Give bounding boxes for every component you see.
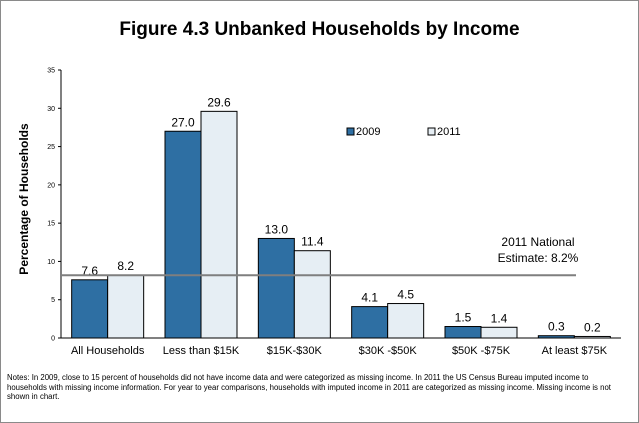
x-category-label: Less than $15K: [163, 345, 240, 357]
legend-swatch-2011: [427, 127, 436, 136]
chart-title: Figure 4.3 Unbanked Households by Income: [119, 19, 520, 40]
y-axis: 0 5 10 15 20 25 30 35: [47, 68, 62, 343]
bar-2009: [351, 306, 389, 339]
y-tick-label: 15: [47, 221, 55, 228]
data-label: 8.2: [117, 259, 134, 273]
bar-2011: [480, 326, 518, 339]
bar-2009: [444, 326, 482, 339]
data-label: 1.5: [455, 311, 472, 325]
x-axis: All Households Less than $15K $15K-$30K $30…: [61, 337, 621, 357]
data-label: 0.2: [584, 320, 601, 334]
data-label: 27.0: [171, 115, 195, 129]
bar-2011: [200, 110, 238, 339]
data-label: 4.1: [361, 291, 378, 305]
bar-2011: [293, 250, 331, 339]
reference-label-line2: Estimate: 8.2%: [498, 251, 579, 265]
y-tick-label: 25: [47, 144, 55, 151]
data-label: 11.4: [301, 235, 324, 249]
data-label: 4.5: [397, 288, 414, 302]
bar-2011: [387, 303, 425, 339]
y-axis-label: Percentage of Households: [17, 123, 31, 275]
bar-2011: [107, 274, 145, 339]
data-label: 29.6: [207, 95, 231, 109]
bars: 7.6 8.227.029.613.011.44.1 4.51.5 1.40.3 0.2: [71, 95, 611, 339]
reference-label-line1: 2011 National: [501, 235, 574, 249]
x-category-label: $50K -$75K: [452, 345, 511, 357]
y-tick-label: 35: [47, 68, 55, 75]
data-label: 13.0: [265, 222, 289, 236]
x-category-label: At least $75K: [542, 345, 608, 357]
y-tick-label: 5: [51, 297, 55, 304]
y-tick-label: 30: [47, 106, 55, 113]
y-tick-label: 20: [47, 182, 55, 189]
bar-2009: [257, 237, 295, 339]
x-category-label: All Households: [71, 345, 145, 357]
legend: 2009 2011: [346, 126, 461, 138]
y-tick-label: 10: [47, 259, 55, 266]
chart-notes: Notes: In 2009, close to 15 percent of h…: [7, 373, 611, 402]
x-category-label: $30K -$50K: [359, 345, 418, 357]
x-category-label: $15K-$30K: [267, 345, 323, 357]
bar-2009: [164, 130, 202, 339]
legend-swatch-2009: [346, 127, 355, 136]
legend-label: 2011: [437, 126, 461, 138]
bar-2009: [71, 279, 109, 339]
y-tick-label: 0: [51, 336, 55, 343]
data-label: 1.4: [491, 311, 508, 325]
data-label: 0.3: [548, 320, 565, 334]
reference-line: 2011 National Estimate: 8.2%: [61, 235, 579, 277]
legend-label: 2009: [356, 126, 380, 138]
